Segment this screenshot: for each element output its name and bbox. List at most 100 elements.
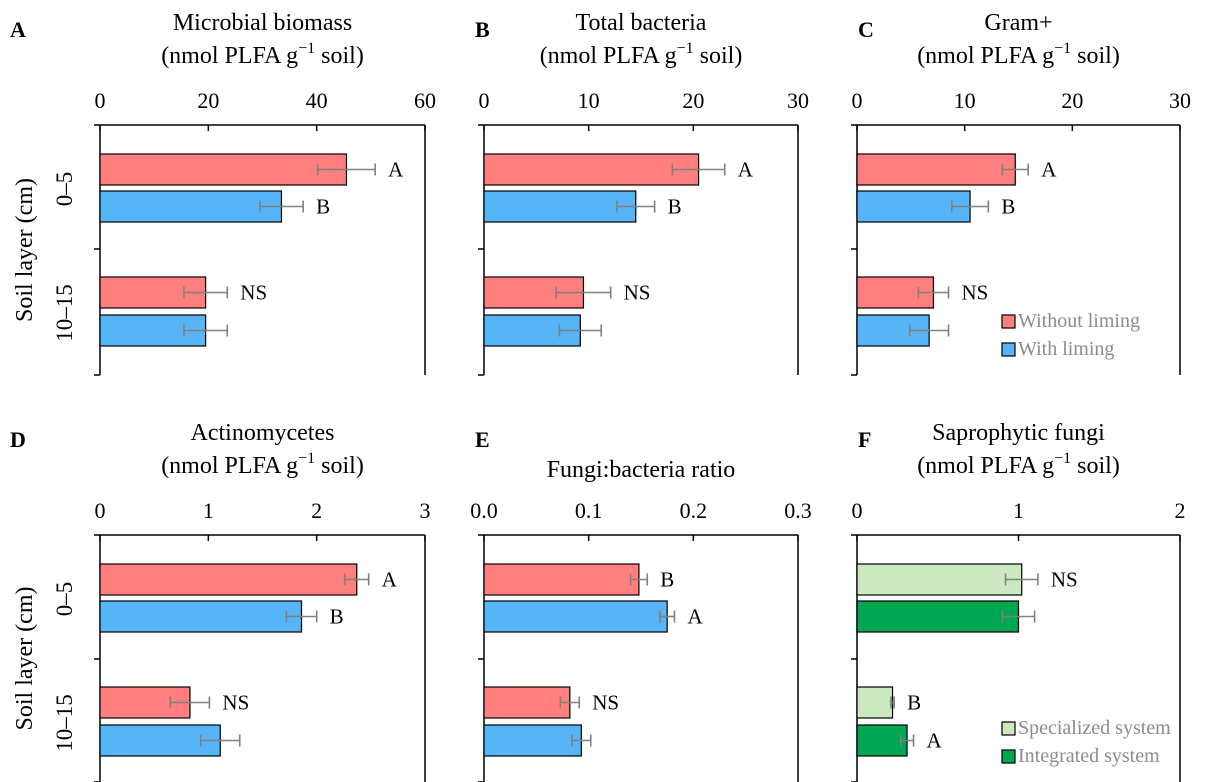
significance-label: NS xyxy=(962,281,989,305)
unit-text: soil) xyxy=(315,43,364,69)
panel-title: Fungi:bacteria ratio xyxy=(547,457,736,483)
x-tick-label: 60 xyxy=(414,88,436,113)
significance-label: B xyxy=(668,195,682,219)
unit-superscript: −1 xyxy=(677,40,694,57)
unit-text: (nmol PLFA g xyxy=(540,43,677,69)
panel-title: Total bacteria xyxy=(576,10,707,36)
chart-panel-e: E Fungi:bacteria ratio 0.0 0.1 0.2 0.3 BA NS xyxy=(470,427,812,782)
unit-text: (nmol PLFA g xyxy=(917,453,1054,479)
unit-text: (nmol PLFA g xyxy=(917,43,1054,69)
panel-title-unit: (nmol PLFA g−1 soil) xyxy=(917,40,1120,69)
bar xyxy=(856,563,1023,596)
category-label: 0–5 xyxy=(52,172,77,207)
legend-swatch xyxy=(1001,314,1016,329)
x-tick-label: 10 xyxy=(954,88,976,113)
unit-superscript: −1 xyxy=(1054,450,1071,467)
unit-superscript: −1 xyxy=(298,450,315,467)
chart-panel-d: D Actinomycetes (nmol PLFA g−1 soil) 0 1 2 3 0–… xyxy=(10,420,431,782)
significance-label: NS xyxy=(624,281,651,305)
x-tick-label: 20 xyxy=(197,88,219,113)
significance-label: A xyxy=(927,729,943,753)
chart-panel-f: F Saprophytic fungi (nmol PLFA g−1 soil) 0 1… xyxy=(851,420,1186,782)
x-tick-label: 0 xyxy=(852,498,863,523)
x-tick-label: 0.1 xyxy=(575,498,603,523)
legend-swatch xyxy=(1001,721,1016,736)
legend-swatch xyxy=(1001,342,1016,357)
bar xyxy=(99,153,348,186)
bar xyxy=(483,563,640,596)
panel-title: Gram+ xyxy=(984,10,1052,36)
panel-letter: E xyxy=(475,427,490,452)
legend-label: Without liming xyxy=(1018,310,1140,332)
legend-label: With liming xyxy=(1018,338,1114,360)
panel-letter: F xyxy=(858,427,871,452)
unit-text: (nmol PLFA g xyxy=(161,43,298,69)
panel-title: Saprophytic fungi xyxy=(932,420,1105,446)
x-tick-label: 10 xyxy=(578,88,600,113)
bar xyxy=(483,153,700,186)
bar xyxy=(856,724,908,757)
significance-label: B xyxy=(907,691,921,715)
bar xyxy=(99,563,358,596)
category-label: 0–5 xyxy=(52,582,77,617)
panel-title-unit: (nmol PLFA g−1 soil) xyxy=(540,40,743,69)
panel-letter: D xyxy=(10,427,26,452)
significance-label: A xyxy=(738,158,754,182)
x-tick-label: 0 xyxy=(479,88,490,113)
x-tick-label: 0 xyxy=(95,498,106,523)
unit-superscript: −1 xyxy=(1054,40,1071,57)
x-tick-label: 30 xyxy=(1169,88,1191,113)
chart-panel-b: B Total bacteria (nmol PLFA g−1 soil) 0 10 20… xyxy=(475,10,809,376)
significance-label: B xyxy=(330,605,344,629)
legend-label: Integrated system xyxy=(1018,745,1160,767)
x-tick-label: 3 xyxy=(420,498,431,523)
panel-title-unit: (nmol PLFA g−1 soil) xyxy=(161,40,364,69)
panel-letter: A xyxy=(10,17,26,42)
x-tick-label: 1 xyxy=(1013,498,1024,523)
x-tick-label: 0 xyxy=(95,88,106,113)
chart-panel-c: C Gram+ (nmol PLFA g−1 soil) 0 10 20 30 A B NS Wit… xyxy=(851,10,1191,376)
bar xyxy=(856,153,1016,186)
significance-label: NS xyxy=(592,691,619,715)
legend: Without liming With liming xyxy=(1001,310,1140,360)
significance-label: NS xyxy=(240,281,267,305)
panel-title: Actinomycetes xyxy=(191,420,335,446)
bar xyxy=(99,600,303,633)
unit-superscript: −1 xyxy=(298,40,315,57)
unit-text: soil) xyxy=(315,453,364,479)
significance-label: NS xyxy=(222,691,249,715)
x-tick-label: 30 xyxy=(787,88,809,113)
panel-letter: B xyxy=(475,17,490,42)
bar xyxy=(483,190,637,223)
significance-label: A xyxy=(388,158,404,182)
x-tick-label: 0.0 xyxy=(470,498,498,523)
significance-label: A xyxy=(1041,158,1057,182)
unit-text: soil) xyxy=(1071,43,1120,69)
significance-label: B xyxy=(660,568,674,592)
significance-label: B xyxy=(316,195,330,219)
legend: Specialized system Integrated system xyxy=(1001,717,1171,767)
unit-text: soil) xyxy=(694,43,743,69)
category-label: 10–15 xyxy=(52,694,77,752)
legend-label: Specialized system xyxy=(1018,717,1171,739)
y-axis-label: Soil layer (cm) xyxy=(12,178,38,322)
bar xyxy=(483,724,582,757)
chart-panel-a: A Microbial biomass (nmol PLFA g−1 soil) 0 2… xyxy=(10,10,436,376)
panel-title-unit: (nmol PLFA g−1 soil) xyxy=(161,450,364,479)
legend-swatch xyxy=(1001,749,1016,764)
significance-label: B xyxy=(1001,195,1015,219)
panel-title: Microbial biomass xyxy=(173,10,352,36)
significance-label: NS xyxy=(1051,568,1078,592)
bar xyxy=(483,686,571,719)
x-tick-label: 1 xyxy=(203,498,214,523)
x-tick-label: 0.3 xyxy=(784,498,812,523)
panel-title-unit: (nmol PLFA g−1 soil) xyxy=(917,450,1120,479)
x-tick-label: 20 xyxy=(1061,88,1083,113)
x-tick-label: 2 xyxy=(311,498,322,523)
unit-text: soil) xyxy=(1071,453,1120,479)
bar xyxy=(856,600,1020,633)
y-axis-label: Soil layer (cm) xyxy=(12,587,38,731)
panel-letter: C xyxy=(858,17,874,42)
x-tick-label: 0.2 xyxy=(680,498,708,523)
